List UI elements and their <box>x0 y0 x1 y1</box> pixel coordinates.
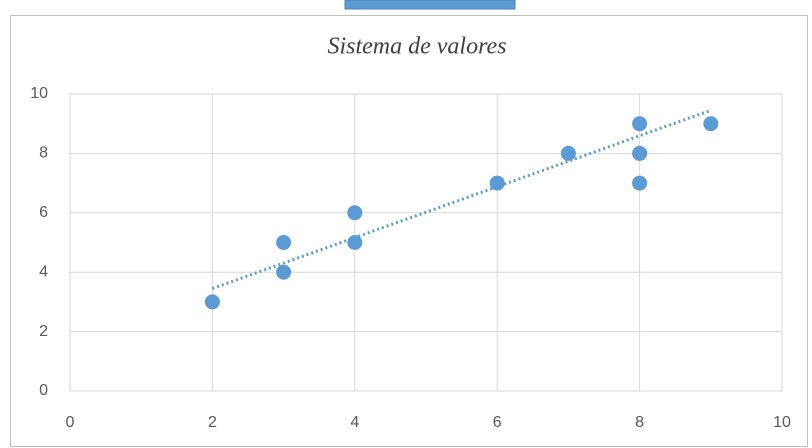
y-tick-label: 8 <box>39 145 48 162</box>
header-tab <box>344 0 516 10</box>
data-point <box>276 235 292 250</box>
data-point <box>632 145 648 161</box>
data-point <box>347 235 363 250</box>
data-point <box>489 175 505 191</box>
x-tick-label: 8 <box>635 414 644 431</box>
x-tick-label: 2 <box>208 414 217 431</box>
x-tick-label: 10 <box>773 414 791 431</box>
chart-title: Sistema de valores <box>327 34 506 60</box>
x-tick-label: 4 <box>350 414 359 431</box>
data-point <box>204 294 220 310</box>
data-point <box>560 145 576 161</box>
data-point <box>347 205 363 221</box>
data-point <box>703 116 719 132</box>
y-tick-label: 10 <box>30 85 48 102</box>
y-tick-label: 2 <box>39 323 48 340</box>
chart-border <box>10 15 808 447</box>
x-tick-label: 6 <box>493 414 502 431</box>
y-tick-label: 6 <box>39 204 48 221</box>
data-point <box>276 264 292 280</box>
trendline <box>211 108 712 290</box>
data-point <box>632 116 648 132</box>
x-tick-label: 0 <box>66 414 75 431</box>
y-tick-label: 4 <box>39 263 48 280</box>
data-point <box>632 175 648 191</box>
y-tick-label: 0 <box>39 382 48 399</box>
